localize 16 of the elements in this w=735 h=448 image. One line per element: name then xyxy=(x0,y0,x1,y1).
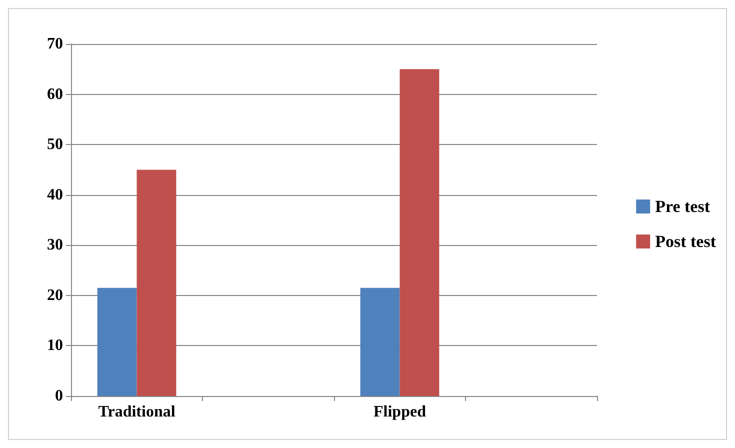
x-tick-label: Flipped xyxy=(374,404,426,420)
y-tick-label: 20 xyxy=(47,286,63,304)
bar xyxy=(360,288,400,396)
y-tick-label: 30 xyxy=(47,236,63,254)
y-tick-label: 60 xyxy=(47,86,63,103)
y-tick-label: 40 xyxy=(47,186,63,204)
legend-label: Pre test xyxy=(655,197,710,216)
y-tick-label: 50 xyxy=(47,136,63,154)
bar xyxy=(400,69,440,396)
y-tick-label: 70 xyxy=(47,36,63,52)
y-tick-label: 10 xyxy=(47,337,63,354)
legend-label: Post test xyxy=(655,232,716,251)
x-tick-label: Traditional xyxy=(98,404,176,420)
y-tick-label: 0 xyxy=(55,388,63,404)
bar xyxy=(97,288,137,396)
bar xyxy=(136,170,176,396)
